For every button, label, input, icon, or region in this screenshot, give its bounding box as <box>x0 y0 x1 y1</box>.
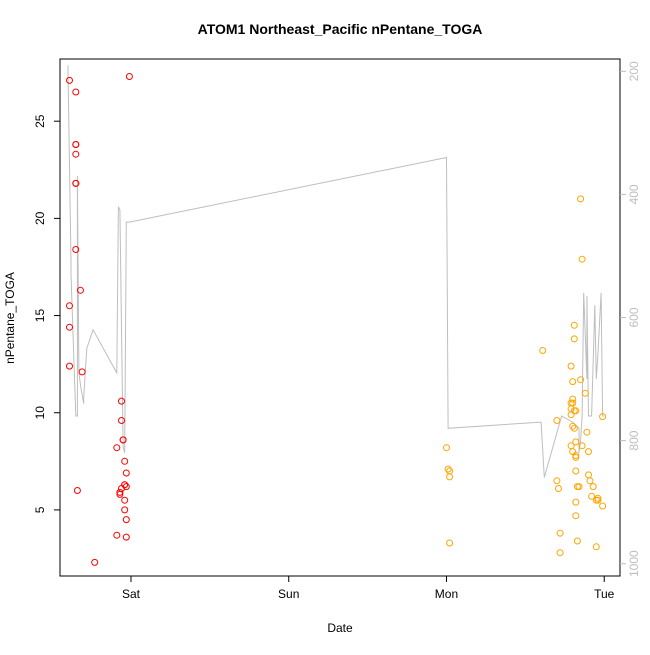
x-axis: Sat Sun Mon Tue <box>122 576 615 601</box>
x-tick-label: Sat <box>122 587 141 601</box>
data-point <box>66 302 73 310</box>
y-tick-label: 20 <box>33 211 47 225</box>
right-tick-label: 1000 <box>627 550 641 577</box>
data-point <box>539 347 547 354</box>
data-point <box>113 531 121 539</box>
data-point <box>570 424 578 432</box>
data-point <box>594 496 602 504</box>
data-point <box>555 485 562 492</box>
data-point <box>66 323 73 331</box>
right-tick-label: 400 <box>627 184 641 204</box>
data-point <box>553 477 561 485</box>
data-point <box>575 483 583 491</box>
data-point <box>446 539 454 547</box>
right-tick-label: 800 <box>627 430 641 450</box>
data-point <box>119 436 127 444</box>
data-point <box>577 195 585 203</box>
data-point <box>72 179 80 187</box>
y-tick-label: 10 <box>33 406 47 420</box>
data-point <box>589 483 597 491</box>
right-tick-label: 600 <box>627 307 641 327</box>
data-point <box>122 516 130 524</box>
data-point <box>569 395 577 403</box>
data-point <box>91 558 99 566</box>
y-tick-label: 5 <box>33 506 47 513</box>
data-point <box>592 543 600 551</box>
data-point <box>72 141 80 148</box>
right-tick-label: 200 <box>627 61 641 81</box>
data-point <box>586 477 594 485</box>
data-point <box>78 368 86 376</box>
data-point <box>118 397 125 405</box>
data-point <box>72 246 80 253</box>
data-point <box>113 444 121 452</box>
data-point <box>578 255 586 263</box>
data-point <box>572 498 580 506</box>
data-point <box>572 467 580 475</box>
data-point <box>572 453 580 461</box>
points-layer <box>66 73 607 566</box>
data-point <box>122 469 130 477</box>
data-point <box>73 487 81 494</box>
data-point <box>121 506 129 514</box>
data-point <box>116 488 124 496</box>
data-point <box>443 444 450 452</box>
right-axis: 200 400 600 800 1000 <box>620 61 641 577</box>
data-point <box>121 457 129 465</box>
y-axis: 5 10 15 20 25 <box>33 114 60 513</box>
data-point <box>599 502 607 510</box>
data-point <box>556 549 564 557</box>
x-axis-label: Date <box>327 621 353 635</box>
data-point <box>444 465 452 473</box>
data-point <box>572 407 580 415</box>
data-point <box>570 321 578 329</box>
chart-title: ATOM1 Northeast_Pacific nPentane_TOGA <box>198 21 483 37</box>
data-point <box>599 413 607 421</box>
data-point <box>572 438 580 446</box>
data-point <box>583 428 591 436</box>
data-point <box>66 362 73 370</box>
data-point <box>573 537 581 545</box>
data-point <box>446 473 454 481</box>
y-tick-label: 25 <box>33 114 47 128</box>
x-tick-label: Mon <box>435 587 458 601</box>
background-series-line <box>67 65 605 478</box>
data-point <box>72 150 80 158</box>
y-tick-label: 15 <box>33 309 47 323</box>
data-point <box>121 481 129 489</box>
x-tick-label: Tue <box>594 587 615 601</box>
data-point <box>122 533 130 541</box>
data-point <box>553 417 561 424</box>
data-point <box>594 494 602 502</box>
data-point <box>66 76 73 84</box>
data-point <box>572 452 580 459</box>
data-point <box>125 73 133 80</box>
data-point <box>585 448 592 456</box>
data-point <box>588 492 596 500</box>
data-point <box>72 88 80 96</box>
data-point <box>567 362 575 370</box>
data-point <box>581 389 589 397</box>
data-point <box>122 483 130 491</box>
x-tick-label: Sun <box>278 587 299 601</box>
background-line-layer <box>67 65 605 478</box>
data-point <box>577 376 585 384</box>
data-point <box>77 286 84 294</box>
data-point <box>569 422 577 430</box>
data-point <box>569 399 577 407</box>
data-point <box>556 529 564 537</box>
data-point <box>572 512 580 520</box>
data-point <box>570 335 578 343</box>
y-axis-label: nPentane_TOGA <box>3 272 17 364</box>
data-point <box>569 378 577 386</box>
data-point <box>578 442 586 450</box>
data-point <box>121 496 129 504</box>
data-point <box>118 417 125 424</box>
